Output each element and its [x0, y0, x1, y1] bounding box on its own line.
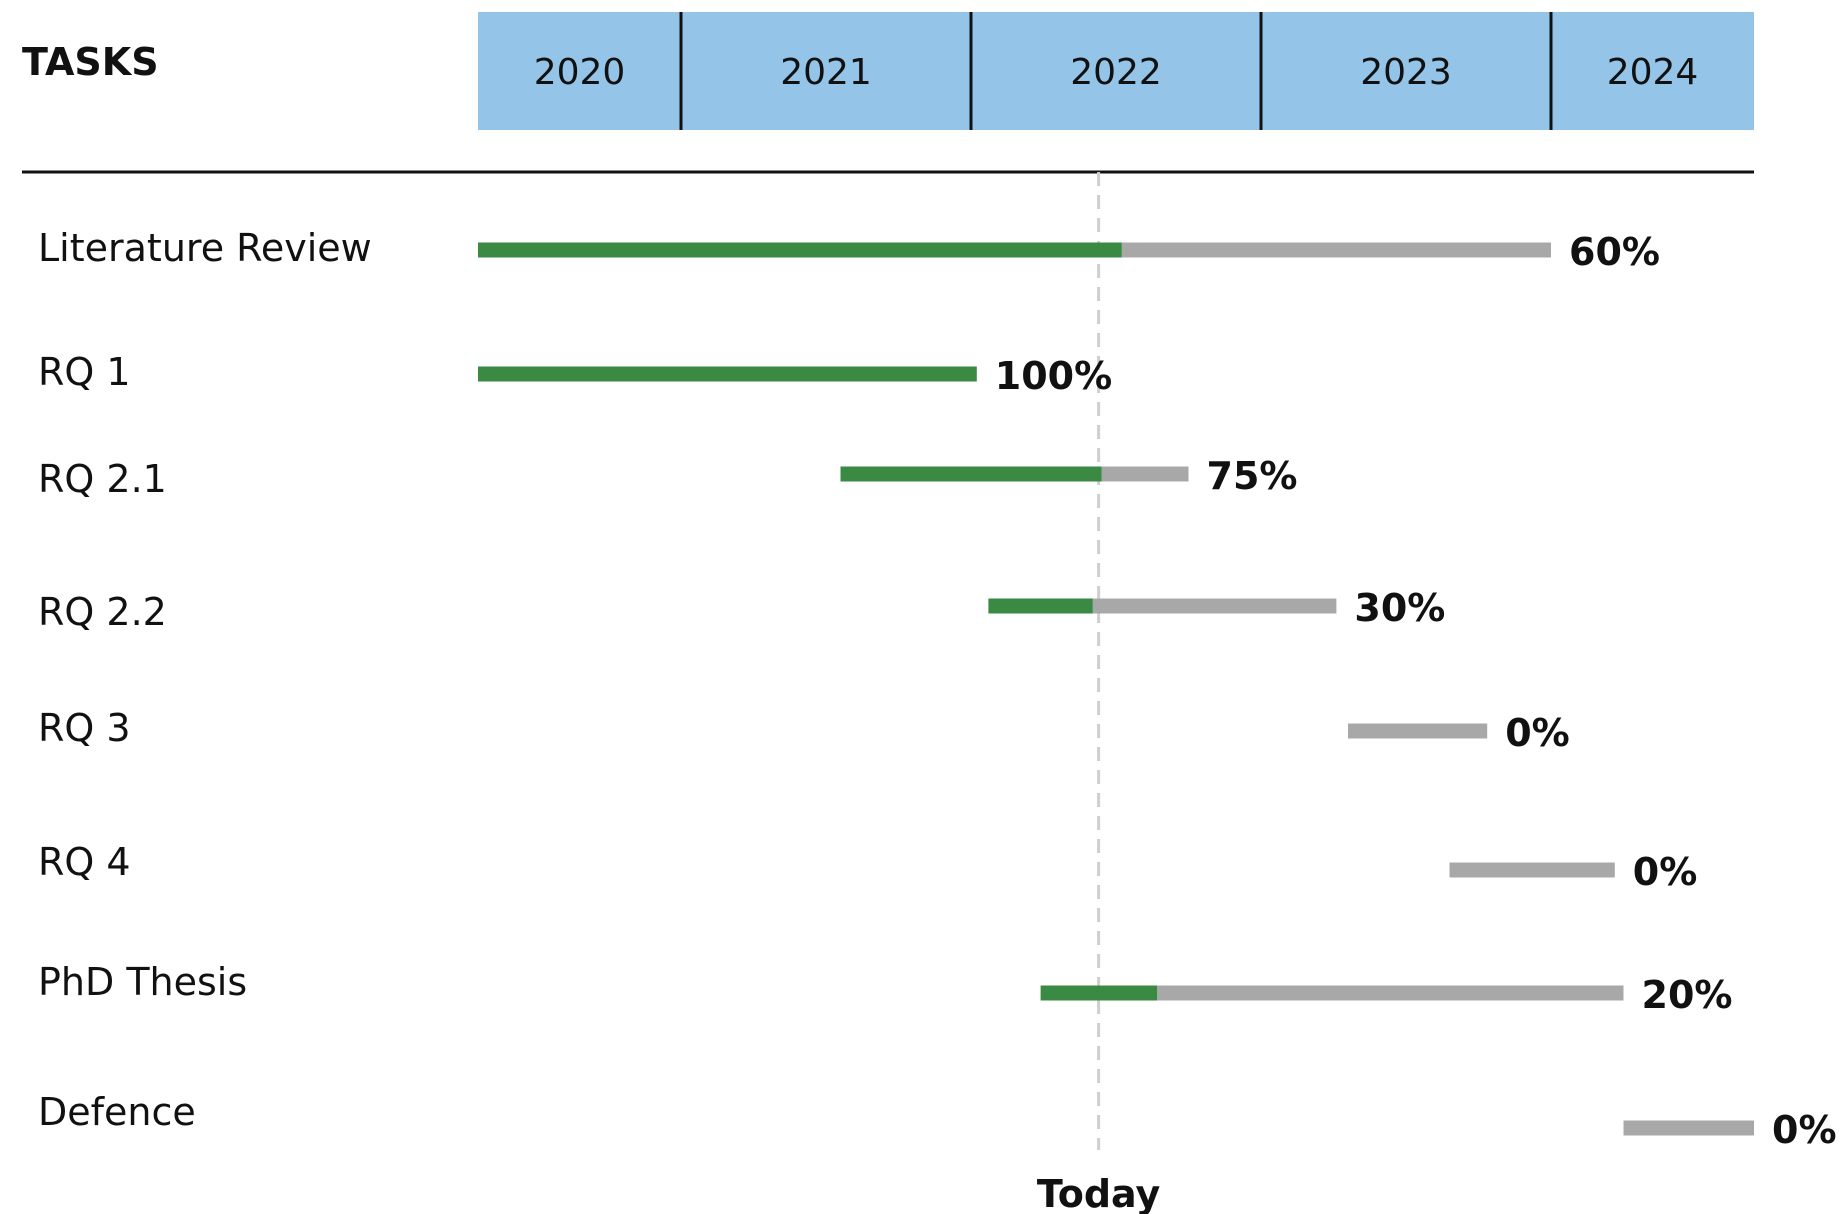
year-labels: 2020 2021 2022 2023 2024	[534, 52, 1699, 93]
year-label: 2021	[780, 52, 872, 93]
year-band	[478, 12, 1754, 130]
tasks-header-label: TASKS	[22, 40, 159, 84]
task-percentages: 60% 100% 75% 30% 0% 0% 20% 0%	[995, 230, 1837, 1152]
task-percentage-label: 75%	[1207, 454, 1298, 498]
task-bar-done	[478, 242, 1122, 258]
task-bars	[478, 242, 1754, 1136]
task-percentage-label: 0%	[1772, 1108, 1837, 1152]
year-label: 2020	[534, 52, 626, 93]
task-percentage-label: 20%	[1642, 973, 1733, 1017]
task-bar-done	[478, 366, 977, 382]
year-label: 2023	[1360, 52, 1452, 93]
year-label: 2022	[1070, 52, 1162, 93]
year-label: 2024	[1607, 52, 1699, 93]
task-bar-done	[840, 466, 1102, 482]
task-percentage-label: 0%	[1505, 711, 1570, 755]
task-bar-done	[988, 598, 1093, 614]
task-bar-remaining	[1449, 862, 1615, 878]
task-bar-remaining	[1101, 466, 1189, 482]
task-bar-remaining	[1348, 723, 1488, 739]
task-label: RQ 1	[38, 350, 131, 394]
task-label: Defence	[38, 1090, 196, 1134]
task-bar-remaining	[1121, 242, 1551, 258]
task-bar-remaining	[1623, 1120, 1754, 1136]
task-label: RQ 4	[38, 840, 131, 884]
task-percentage-label: 100%	[995, 354, 1112, 398]
task-label: Literature Review	[38, 226, 372, 270]
task-percentage-label: 0%	[1633, 850, 1698, 894]
task-label: RQ 2.1	[38, 457, 167, 501]
task-label: RQ 3	[38, 706, 131, 750]
task-labels: Literature Review RQ 1 RQ 2.1 RQ 2.2 RQ 3 RQ …	[38, 226, 372, 1134]
task-bar-remaining	[1092, 598, 1337, 614]
task-bar-done	[1040, 985, 1158, 1001]
task-label: RQ 2.2	[38, 590, 167, 634]
task-label: PhD Thesis	[38, 960, 247, 1004]
year-dividers	[679, 12, 1553, 130]
today-label: Today	[1037, 1172, 1161, 1214]
task-bar-remaining	[1157, 985, 1624, 1001]
task-percentage-label: 30%	[1354, 586, 1445, 630]
task-percentage-label: 60%	[1569, 230, 1660, 274]
